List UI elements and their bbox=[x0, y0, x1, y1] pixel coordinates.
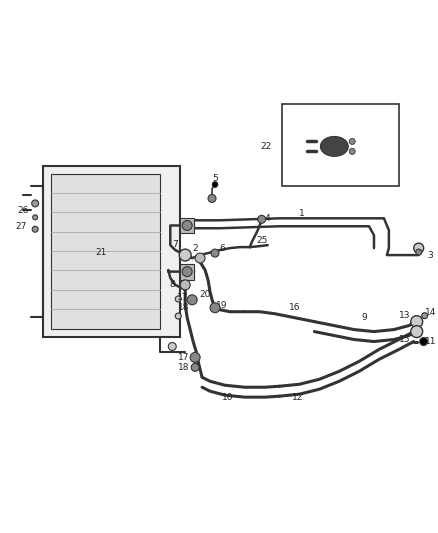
Text: 5: 5 bbox=[212, 174, 218, 183]
Circle shape bbox=[179, 249, 191, 261]
Text: 27: 27 bbox=[16, 222, 27, 231]
Text: 1: 1 bbox=[299, 209, 304, 218]
Circle shape bbox=[32, 227, 38, 232]
Bar bbox=[282, 104, 399, 185]
Bar bbox=[43, 166, 180, 336]
Circle shape bbox=[411, 326, 423, 337]
Text: 20: 20 bbox=[199, 290, 211, 300]
Circle shape bbox=[414, 243, 424, 253]
Circle shape bbox=[422, 313, 427, 319]
Text: 16: 16 bbox=[289, 303, 300, 312]
Circle shape bbox=[420, 337, 427, 345]
Circle shape bbox=[349, 148, 355, 155]
Text: 22: 22 bbox=[260, 142, 271, 151]
Circle shape bbox=[210, 303, 220, 313]
Circle shape bbox=[190, 352, 200, 362]
Circle shape bbox=[32, 200, 39, 207]
Circle shape bbox=[211, 249, 219, 257]
Text: 18: 18 bbox=[177, 303, 189, 312]
Ellipse shape bbox=[321, 136, 348, 156]
Text: 24: 24 bbox=[339, 167, 350, 176]
Circle shape bbox=[168, 343, 176, 351]
Text: 10: 10 bbox=[222, 393, 234, 402]
Circle shape bbox=[175, 313, 181, 319]
Text: 15: 15 bbox=[399, 335, 410, 344]
Circle shape bbox=[208, 195, 216, 203]
Circle shape bbox=[212, 182, 218, 188]
Circle shape bbox=[33, 215, 38, 220]
Text: 9: 9 bbox=[361, 313, 367, 322]
Circle shape bbox=[191, 364, 199, 372]
Text: 7: 7 bbox=[173, 240, 178, 248]
Circle shape bbox=[411, 316, 423, 328]
Circle shape bbox=[258, 215, 266, 223]
Circle shape bbox=[175, 296, 181, 302]
Text: 21: 21 bbox=[95, 248, 106, 256]
Circle shape bbox=[180, 280, 190, 290]
Circle shape bbox=[182, 221, 192, 230]
Text: 14: 14 bbox=[425, 308, 436, 317]
Text: 11: 11 bbox=[425, 337, 436, 346]
Text: 25: 25 bbox=[256, 236, 267, 245]
Text: 19: 19 bbox=[216, 301, 228, 310]
Circle shape bbox=[182, 266, 192, 277]
Text: 26: 26 bbox=[18, 206, 29, 215]
Text: 17: 17 bbox=[177, 353, 189, 362]
Circle shape bbox=[416, 249, 422, 255]
Text: 6: 6 bbox=[219, 244, 225, 253]
Text: 17: 17 bbox=[177, 293, 188, 302]
Text: 12: 12 bbox=[292, 393, 303, 402]
Bar bbox=[51, 174, 160, 329]
Circle shape bbox=[187, 295, 197, 305]
Circle shape bbox=[195, 253, 205, 263]
Circle shape bbox=[349, 139, 355, 144]
Bar bbox=[180, 264, 194, 279]
Text: 13: 13 bbox=[399, 311, 410, 320]
Text: 2: 2 bbox=[192, 244, 198, 253]
Text: 23: 23 bbox=[339, 114, 350, 123]
Text: 4: 4 bbox=[265, 214, 271, 223]
Text: 3: 3 bbox=[428, 251, 434, 260]
Text: 8: 8 bbox=[170, 280, 175, 289]
Text: 18: 18 bbox=[177, 363, 189, 372]
Bar bbox=[180, 217, 194, 233]
